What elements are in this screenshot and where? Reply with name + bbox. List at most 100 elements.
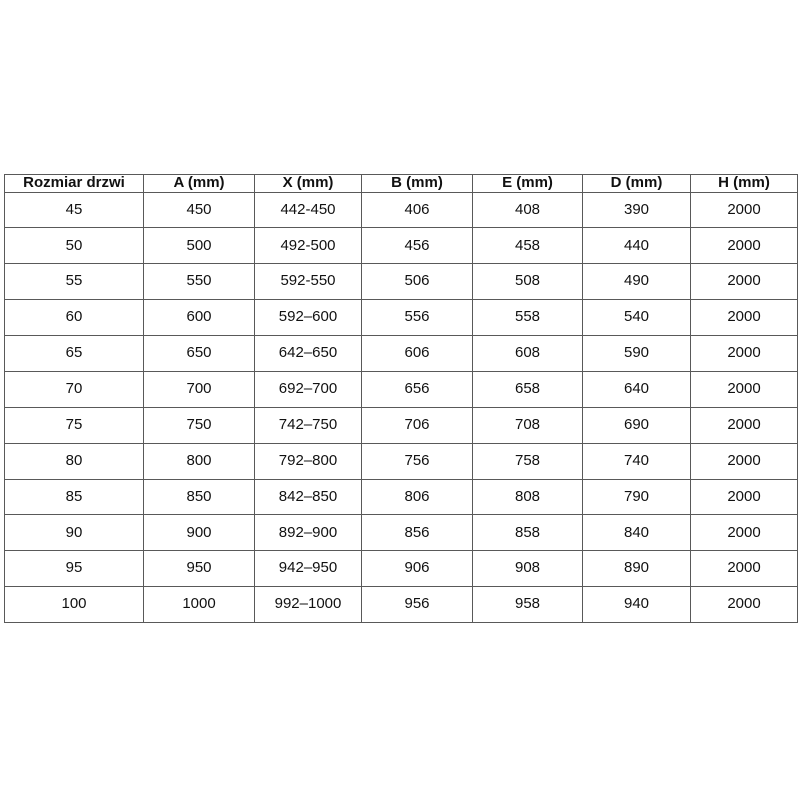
column-header-a-mm: A (mm) <box>143 174 255 193</box>
column-header-b-mm: B (mm) <box>361 174 473 193</box>
cell-h-mm: 2000 <box>690 478 798 516</box>
door-size-table-container: Rozmiar drzwi A (mm) X (mm) B (mm) E (mm… <box>4 174 798 623</box>
cell-a-mm: 500 <box>143 227 255 265</box>
cell-rozmiar-drzwi: 100 <box>4 586 144 623</box>
table-row: 55 550 592-550 506 508 490 2000 <box>4 263 798 301</box>
cell-h-mm: 2000 <box>690 550 798 588</box>
cell-d-mm: 490 <box>582 263 691 301</box>
cell-d-mm: 790 <box>582 478 691 516</box>
cell-e-mm: 758 <box>472 442 583 480</box>
cell-b-mm: 756 <box>361 442 473 480</box>
cell-rozmiar-drzwi: 70 <box>4 370 144 408</box>
cell-a-mm: 850 <box>143 478 255 516</box>
cell-e-mm: 458 <box>472 227 583 265</box>
cell-x-mm: 592-550 <box>254 263 362 301</box>
cell-a-mm: 700 <box>143 370 255 408</box>
table-body: 45 450 442-450 406 408 390 2000 50 500 4… <box>4 191 798 623</box>
cell-a-mm: 750 <box>143 406 255 444</box>
cell-a-mm: 900 <box>143 514 255 552</box>
cell-d-mm: 590 <box>582 335 691 372</box>
cell-d-mm: 940 <box>582 586 691 623</box>
cell-h-mm: 2000 <box>690 263 798 301</box>
cell-rozmiar-drzwi: 90 <box>4 514 144 552</box>
cell-rozmiar-drzwi: 80 <box>4 442 144 480</box>
table-row: 45 450 442-450 406 408 390 2000 <box>4 191 798 229</box>
cell-a-mm: 800 <box>143 442 255 480</box>
cell-d-mm: 690 <box>582 406 691 444</box>
cell-x-mm: 692–700 <box>254 370 362 408</box>
cell-h-mm: 2000 <box>690 227 798 265</box>
cell-d-mm: 840 <box>582 514 691 552</box>
cell-d-mm: 640 <box>582 370 691 408</box>
cell-x-mm: 992–1000 <box>254 586 362 623</box>
cell-d-mm: 740 <box>582 442 691 480</box>
cell-rozmiar-drzwi: 50 <box>4 227 144 265</box>
cell-a-mm: 550 <box>143 263 255 301</box>
cell-a-mm: 600 <box>143 299 255 336</box>
cell-x-mm: 442-450 <box>254 191 362 229</box>
cell-e-mm: 808 <box>472 478 583 516</box>
cell-b-mm: 656 <box>361 370 473 408</box>
cell-a-mm: 450 <box>143 191 255 229</box>
cell-x-mm: 792–800 <box>254 442 362 480</box>
cell-h-mm: 2000 <box>690 406 798 444</box>
cell-b-mm: 506 <box>361 263 473 301</box>
cell-x-mm: 492-500 <box>254 227 362 265</box>
cell-b-mm: 706 <box>361 406 473 444</box>
cell-rozmiar-drzwi: 45 <box>4 191 144 229</box>
column-header-x-mm: X (mm) <box>254 174 362 193</box>
cell-a-mm: 1000 <box>143 586 255 623</box>
cell-e-mm: 408 <box>472 191 583 229</box>
table-row: 90 900 892–900 856 858 840 2000 <box>4 514 798 552</box>
cell-h-mm: 2000 <box>690 442 798 480</box>
table-row: 60 600 592–600 556 558 540 2000 <box>4 299 798 336</box>
cell-h-mm: 2000 <box>690 514 798 552</box>
cell-b-mm: 556 <box>361 299 473 336</box>
cell-x-mm: 642–650 <box>254 335 362 372</box>
cell-d-mm: 890 <box>582 550 691 588</box>
cell-a-mm: 650 <box>143 335 255 372</box>
cell-e-mm: 508 <box>472 263 583 301</box>
cell-b-mm: 406 <box>361 191 473 229</box>
cell-b-mm: 856 <box>361 514 473 552</box>
cell-rozmiar-drzwi: 65 <box>4 335 144 372</box>
cell-h-mm: 2000 <box>690 299 798 336</box>
cell-a-mm: 950 <box>143 550 255 588</box>
cell-h-mm: 2000 <box>690 586 798 623</box>
table-row: 70 700 692–700 656 658 640 2000 <box>4 370 798 408</box>
cell-x-mm: 742–750 <box>254 406 362 444</box>
table-row: 85 850 842–850 806 808 790 2000 <box>4 478 798 516</box>
cell-d-mm: 540 <box>582 299 691 336</box>
cell-e-mm: 958 <box>472 586 583 623</box>
cell-rozmiar-drzwi: 60 <box>4 299 144 336</box>
cell-e-mm: 708 <box>472 406 583 444</box>
column-header-d-mm: D (mm) <box>582 174 691 193</box>
table-row: 95 950 942–950 906 908 890 2000 <box>4 550 798 588</box>
door-size-table: Rozmiar drzwi A (mm) X (mm) B (mm) E (mm… <box>4 174 798 623</box>
cell-x-mm: 942–950 <box>254 550 362 588</box>
cell-e-mm: 908 <box>472 550 583 588</box>
cell-x-mm: 892–900 <box>254 514 362 552</box>
cell-e-mm: 658 <box>472 370 583 408</box>
cell-h-mm: 2000 <box>690 335 798 372</box>
table-row: 100 1000 992–1000 956 958 940 2000 <box>4 586 798 623</box>
cell-x-mm: 592–600 <box>254 299 362 336</box>
cell-rozmiar-drzwi: 55 <box>4 263 144 301</box>
cell-b-mm: 806 <box>361 478 473 516</box>
cell-d-mm: 440 <box>582 227 691 265</box>
cell-b-mm: 456 <box>361 227 473 265</box>
table-row: 50 500 492-500 456 458 440 2000 <box>4 227 798 265</box>
cell-b-mm: 956 <box>361 586 473 623</box>
column-header-h-mm: H (mm) <box>690 174 798 193</box>
cell-e-mm: 858 <box>472 514 583 552</box>
cell-h-mm: 2000 <box>690 370 798 408</box>
table-row: 80 800 792–800 756 758 740 2000 <box>4 442 798 480</box>
cell-x-mm: 842–850 <box>254 478 362 516</box>
cell-e-mm: 558 <box>472 299 583 336</box>
table-header-row: Rozmiar drzwi A (mm) X (mm) B (mm) E (mm… <box>4 174 798 193</box>
table-row: 75 750 742–750 706 708 690 2000 <box>4 406 798 444</box>
cell-d-mm: 390 <box>582 191 691 229</box>
cell-rozmiar-drzwi: 85 <box>4 478 144 516</box>
cell-e-mm: 608 <box>472 335 583 372</box>
